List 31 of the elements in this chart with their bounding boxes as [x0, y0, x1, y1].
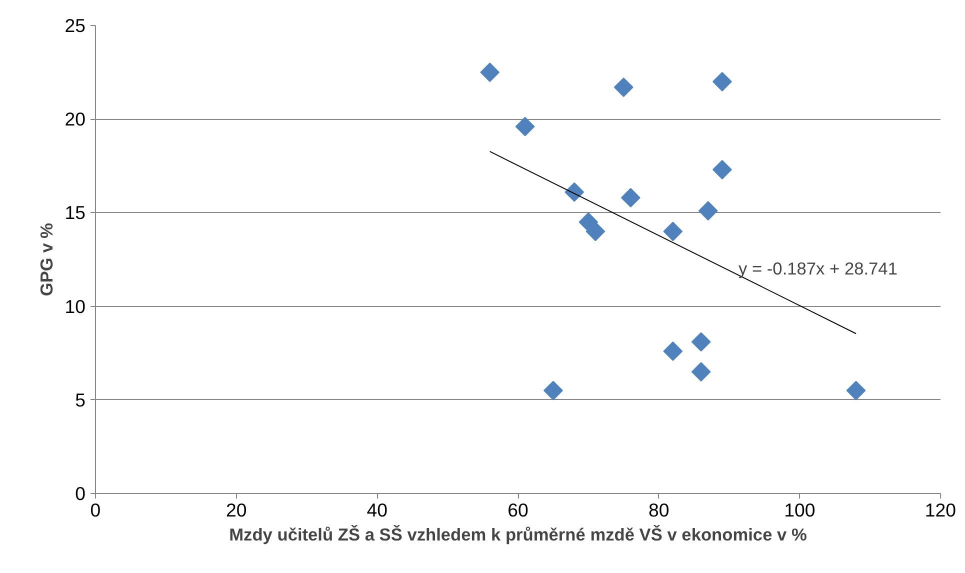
y-tick-label: 5	[75, 389, 86, 410]
x-tick-label: 40	[366, 500, 388, 520]
point	[564, 182, 584, 202]
point	[544, 380, 563, 400]
annotation: y = -0.187x + 28.741	[738, 258, 898, 278]
y-tick-label: 25	[64, 15, 86, 36]
point	[663, 342, 683, 361]
point	[691, 332, 711, 352]
point	[663, 222, 683, 242]
y-tick-label: 15	[64, 202, 86, 224]
point	[712, 72, 732, 92]
point	[480, 62, 500, 82]
point	[698, 201, 718, 221]
x-tick-label: 80	[648, 500, 670, 520]
x-axis-title: Mzdy učitelů ZŠ a SŠ vzhledem k průměrné mzdě VŠ v ekonomice v %	[229, 524, 807, 544]
x-tick-label: 100	[784, 500, 816, 520]
point	[712, 160, 732, 180]
point	[515, 116, 535, 136]
point	[691, 362, 711, 382]
x-tick-label: 20	[226, 500, 247, 520]
y-tick-label: 0	[75, 483, 86, 504]
x-tick-label: 0	[90, 500, 101, 520]
y-tick-label: 10	[64, 296, 86, 317]
point	[620, 188, 640, 208]
x-tick-label: 60	[508, 500, 528, 520]
y-axis-title: GPG v %	[36, 222, 57, 296]
x-tick-label: 120	[924, 500, 956, 520]
y-tick-label: 20	[64, 108, 86, 130]
point	[846, 380, 866, 400]
point	[614, 78, 634, 97]
point	[586, 222, 606, 242]
